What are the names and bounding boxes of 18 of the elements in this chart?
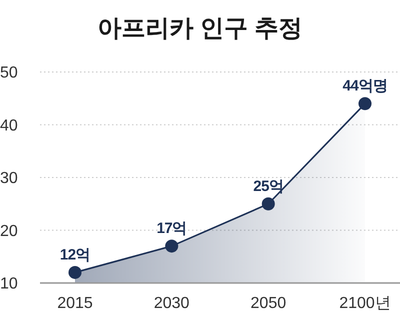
y-tick-label: 50 — [0, 64, 18, 82]
chart-title: 아프리카 인구 추정 — [97, 15, 303, 42]
y-tick-label: 10 — [0, 276, 18, 293]
point — [262, 197, 275, 210]
x-tick-label: 2100년 — [339, 295, 391, 312]
y-tick-label: 20 — [0, 222, 18, 240]
x-tick-label: 2030 — [154, 295, 190, 312]
y-tick-label: 40 — [0, 117, 18, 134]
data-label: 12억 — [60, 246, 90, 264]
data-label: 44억명 — [342, 78, 388, 95]
y-tick-label: 30 — [0, 170, 18, 188]
data-label: 17억 — [156, 220, 187, 238]
x-tick-label: 2015 — [57, 295, 93, 312]
point — [165, 240, 178, 253]
point — [358, 97, 372, 110]
data-label: 25억 — [253, 178, 284, 195]
x-tick-label: 2050 — [250, 295, 286, 312]
point — [68, 266, 82, 279]
